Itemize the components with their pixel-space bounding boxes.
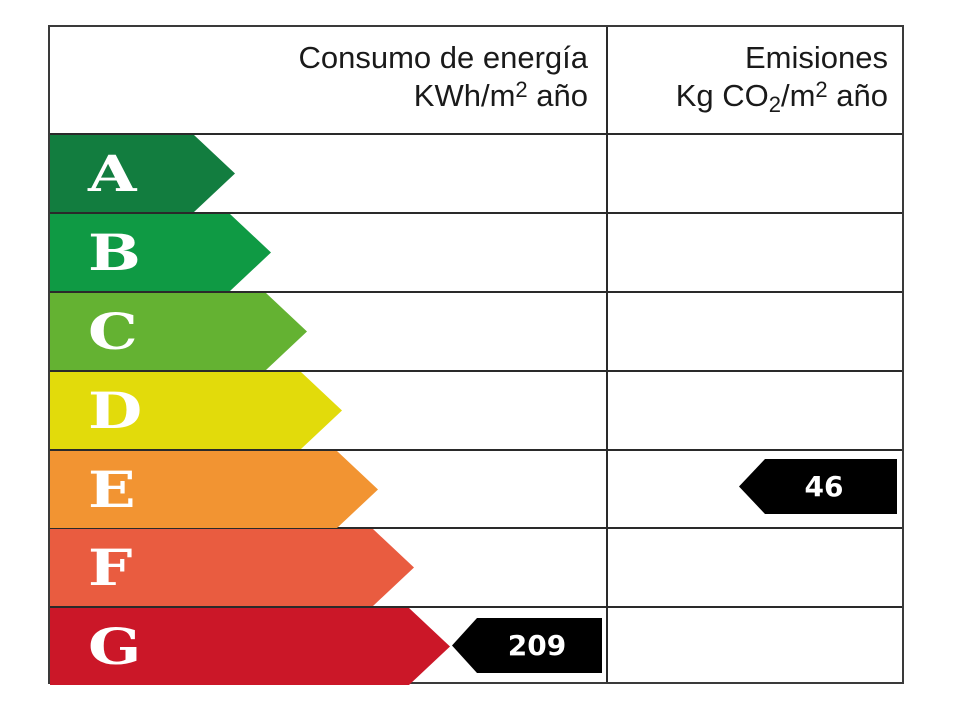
marker-arrow-icon [739, 459, 897, 514]
row-divider [50, 606, 902, 608]
band-e-arrow [50, 451, 378, 528]
band-c-letter: C [88, 302, 138, 361]
energy-label-table: Consumo de energía KWh/m2 año Emisiones … [48, 25, 904, 685]
row-divider [50, 291, 902, 293]
emissions-header-title: Emisiones [745, 40, 888, 75]
band-b-letter: B [88, 223, 141, 282]
row-divider [50, 370, 902, 372]
band-c-arrow [50, 293, 307, 370]
band-e-letter: E [88, 460, 136, 519]
marker-arrow-icon [452, 618, 602, 673]
column-divider [606, 27, 608, 682]
row-divider [50, 212, 902, 214]
emissions-header-unit: Kg CO2/m2 año [675, 77, 888, 117]
energy-header-unit: KWh/m2 año [413, 77, 588, 113]
emissions-header: Emisiones Kg CO2/m2 año [608, 27, 904, 133]
row-divider [50, 133, 902, 135]
row-divider [50, 527, 902, 529]
energy-rating-value: 209 [507, 629, 567, 662]
energy-header-title: Consumo de energía [298, 40, 588, 75]
band-d-letter: D [88, 381, 143, 440]
band-g-arrow [50, 608, 450, 685]
row-divider [50, 449, 902, 451]
band-g-letter: G [88, 617, 142, 676]
energy-rating-marker: 209 [452, 618, 602, 673]
band-f-letter: F [88, 538, 133, 597]
energy-consumption-header: Consumo de energía KWh/m2 año [50, 27, 606, 133]
band-d-arrow [50, 372, 342, 449]
band-a-arrow [50, 135, 235, 212]
emissions-rating-marker: 46 [739, 459, 897, 514]
band-a-letter: A [88, 144, 137, 203]
band-b-arrow [50, 214, 271, 291]
emissions-rating-value: 46 [804, 470, 844, 503]
band-f-arrow [50, 529, 414, 606]
